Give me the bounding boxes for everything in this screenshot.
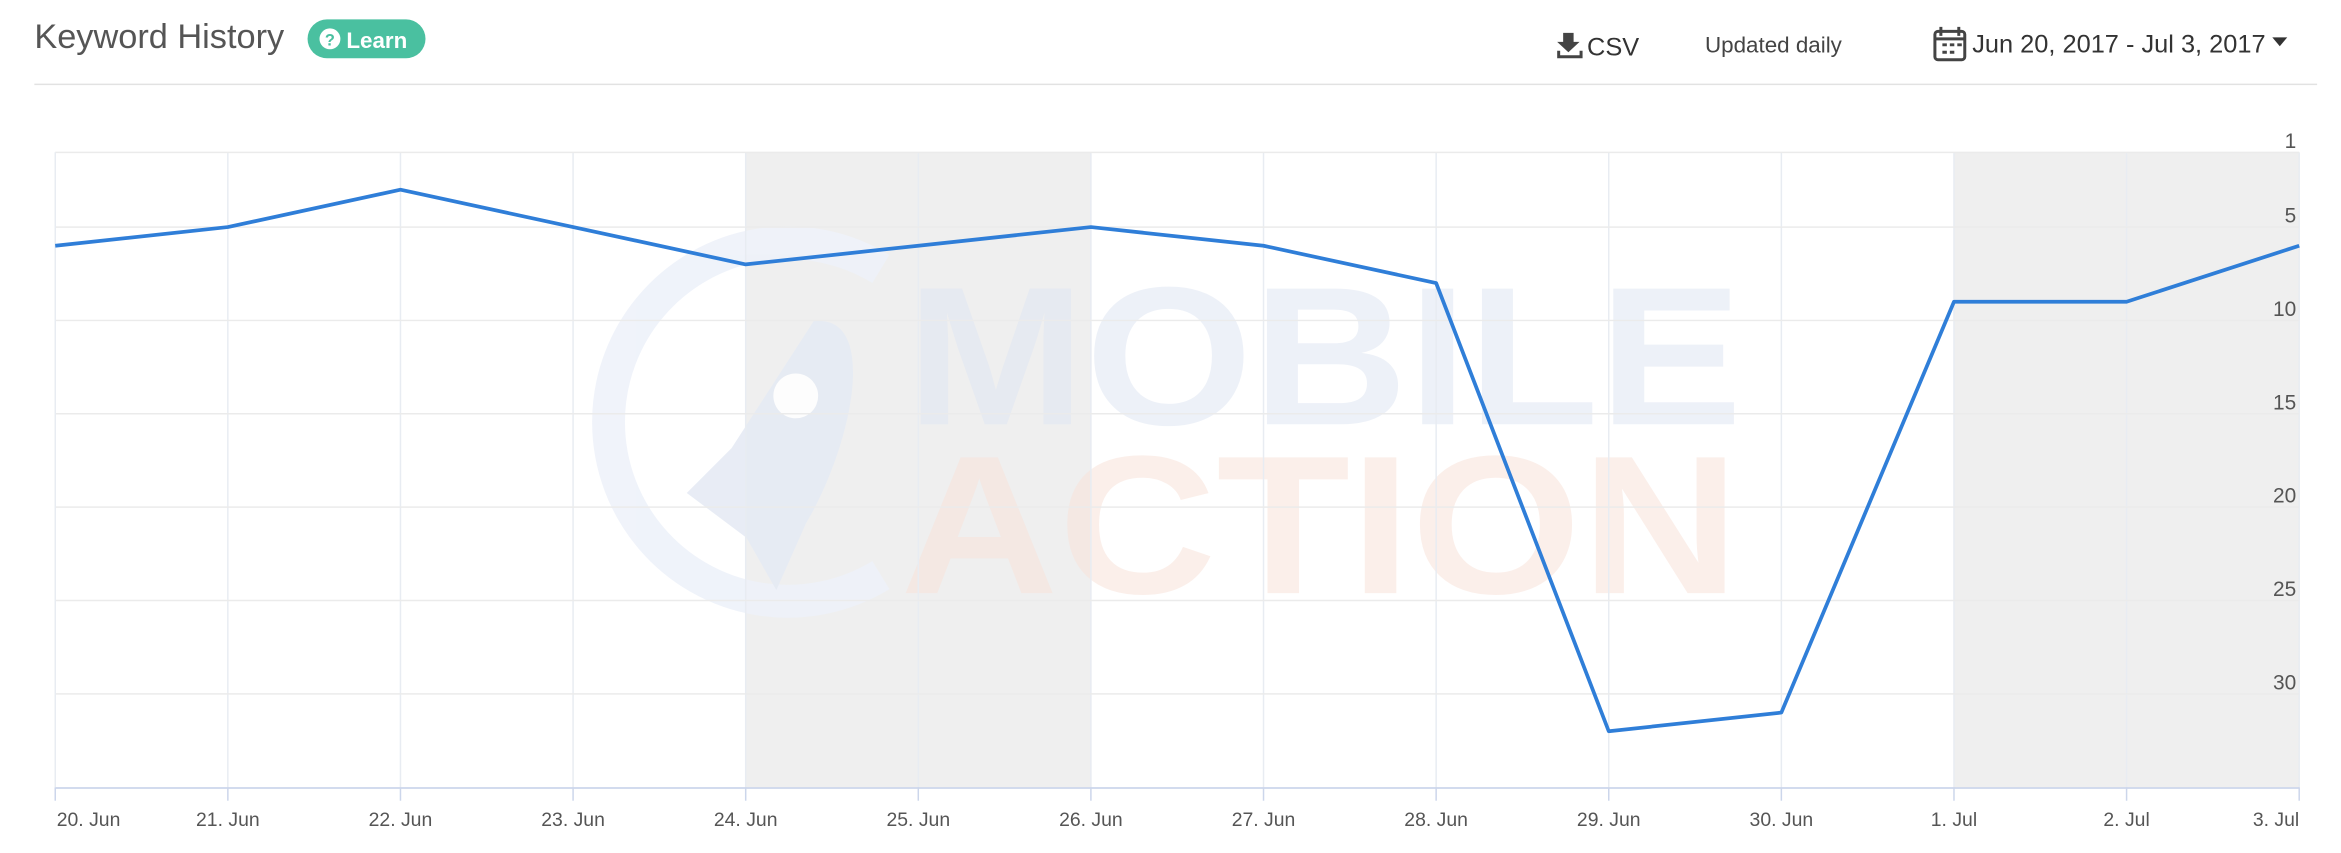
x-tick-label: 1. Jul	[1931, 809, 1977, 831]
date-picker[interactable]: Jun 20, 2017 - Jul 3, 2017	[1933, 26, 2288, 62]
learn-button[interactable]: ? Learn	[307, 19, 426, 59]
x-tick-label: 28. Jun	[1404, 809, 1468, 831]
y-tick-label: 5	[2285, 205, 2297, 228]
calendar-detail	[1934, 26, 1965, 54]
watermark-window	[773, 373, 819, 419]
x-tick-label: 29. Jun	[1577, 809, 1641, 831]
x-tick-label: 22. Jun	[369, 809, 433, 831]
date-range: Jun 20, 2017 - Jul 3, 2017	[1972, 30, 2265, 58]
x-tick-label: 20. Jun	[57, 809, 121, 831]
y-tick-label: 15	[2273, 391, 2296, 414]
download-icon	[1557, 32, 1583, 59]
x-tick-label: 25. Jun	[886, 809, 950, 831]
calendar-icon	[1933, 29, 1967, 62]
help-icon-mark: ?	[325, 32, 335, 50]
updated-note: Updated daily	[1705, 32, 1843, 57]
x-tick-label: 27. Jun	[1232, 809, 1296, 831]
x-tick-label: 23. Jun	[541, 809, 605, 831]
watermark-text: ACTION	[900, 415, 1739, 635]
watermark-text: MOBILE	[906, 246, 1742, 466]
caret	[2272, 37, 2288, 47]
x-tick-label: 26. Jun	[1059, 809, 1123, 831]
csv-button[interactable]: CSV	[1557, 32, 1639, 61]
y-tick-label: 25	[2273, 578, 2296, 601]
x-tick-label: 24. Jun	[714, 809, 778, 831]
x-tick-label: 30. Jun	[1750, 809, 1814, 831]
help-icon	[319, 28, 341, 50]
learn-label: Learn	[346, 28, 407, 53]
y-tick-label: 30	[2273, 671, 2296, 694]
x-tick-label: 2. Jul	[2103, 809, 2149, 831]
y-tick-label: 1	[2285, 130, 2297, 153]
csv-label: CSV	[1587, 33, 1639, 61]
y-tick-label: 20	[2273, 485, 2296, 508]
page-title: Keyword History	[34, 18, 285, 56]
x-tick-label: 21. Jun	[196, 809, 260, 831]
x-tick-label: 3. Jul	[2253, 809, 2299, 831]
y-tick-label: 10	[2273, 298, 2296, 321]
learn-pill	[307, 19, 426, 59]
series-line	[55, 187, 2300, 734]
